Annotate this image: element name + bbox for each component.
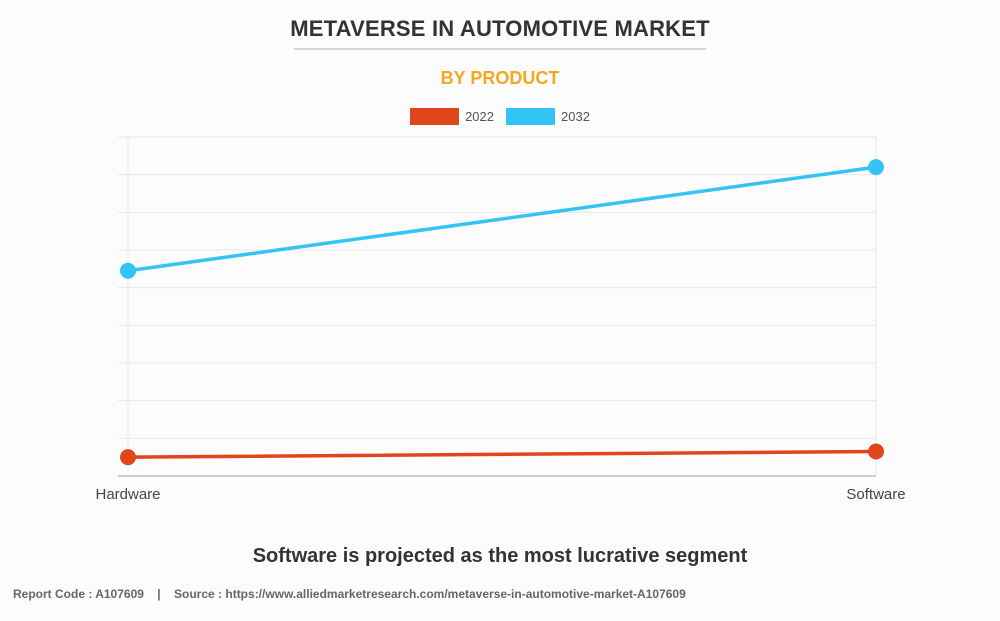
x-tick-label-software: Software <box>846 486 905 503</box>
tagline: Software is projected as the most lucrat… <box>252 545 748 567</box>
data-point-2032-hardware <box>120 262 136 279</box>
series-line-2022 <box>126 449 878 459</box>
legend-item-2022[interactable]: 2022 <box>410 108 494 125</box>
legend-label-2022: 2022 <box>465 109 494 124</box>
x-tick-label-hardware: Hardware <box>95 486 160 503</box>
chart-subtitle: BY PRODUCT <box>440 68 560 88</box>
legend-label-2032: 2032 <box>561 109 590 124</box>
legend-swatch-2032 <box>506 108 555 125</box>
series-line-2032 <box>126 165 878 273</box>
source-text: Source : https://www.alliedmarketresearc… <box>174 587 686 601</box>
legend-swatch-2022 <box>410 108 460 125</box>
data-point-2022-hardware <box>120 449 136 466</box>
title-underline <box>294 48 706 50</box>
data-point-2032-software <box>868 159 884 176</box>
report-code: Report Code : A107609 <box>13 587 144 601</box>
legend-item-2032[interactable]: 2032 <box>506 108 590 125</box>
chart-title: METAVERSE IN AUTOMOTIVE MARKET <box>290 16 710 41</box>
data-point-2022-software <box>868 443 884 460</box>
footer-separator: | <box>157 587 161 601</box>
footer: Report Code : A107609 | Source : https:/… <box>13 587 686 601</box>
legend: 2022 2032 <box>0 108 1000 125</box>
